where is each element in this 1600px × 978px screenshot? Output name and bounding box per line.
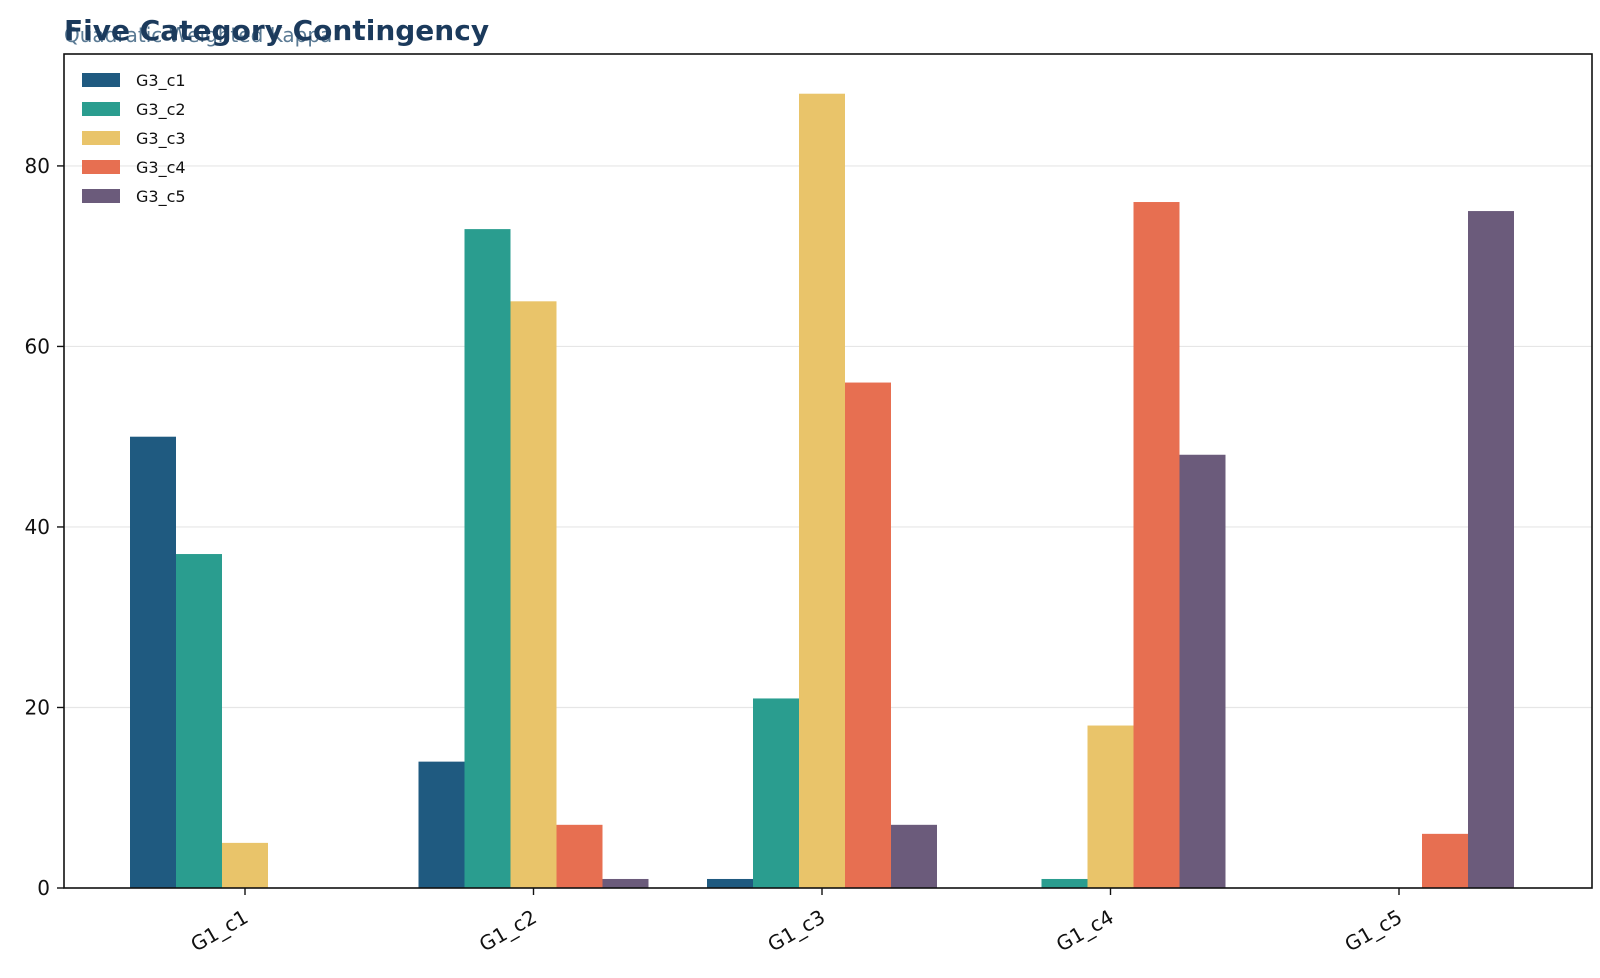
legend-label: G3_c1 — [136, 71, 186, 91]
x-tick-label: G1_c3 — [763, 905, 829, 957]
bar — [799, 93, 845, 888]
bar — [1087, 725, 1134, 888]
y-tick-label: 80 — [25, 154, 50, 178]
legend-swatch — [82, 189, 120, 203]
legend-swatch — [82, 131, 120, 145]
bar — [1133, 202, 1180, 888]
x-tick-label: G1_c4 — [1052, 905, 1118, 957]
x-axis: G1_c1 G1_c2 G1_c3 G1_c4 G1_c5 — [186, 888, 1406, 956]
bars — [130, 93, 1514, 889]
legend-swatch — [82, 160, 120, 174]
bar — [891, 824, 937, 888]
bar — [1179, 454, 1226, 888]
legend-swatch — [82, 102, 120, 116]
bar — [130, 436, 176, 888]
x-tick-label: G1_c5 — [1340, 905, 1406, 957]
bar — [707, 878, 753, 888]
bar — [1468, 211, 1514, 888]
x-tick-label: G1_c2 — [475, 905, 541, 957]
legend-label: G3_c5 — [136, 187, 186, 207]
legend-label: G3_c2 — [136, 100, 186, 120]
y-tick-label: 20 — [25, 695, 50, 719]
y-tick-label: 60 — [25, 334, 50, 358]
legend-swatch — [82, 73, 120, 87]
bar — [176, 554, 222, 888]
bar — [556, 824, 603, 888]
chart-subtitle: Quadratic Weighted Kappa — [64, 23, 332, 47]
legend-label: G3_c3 — [136, 129, 186, 149]
bar — [1422, 833, 1468, 888]
bar — [222, 842, 268, 888]
bar — [753, 698, 799, 888]
x-tick-label: G1_c1 — [186, 905, 252, 957]
chart-title: Five Category Contingency — [64, 14, 489, 47]
bar — [464, 229, 511, 889]
bar — [1041, 878, 1088, 888]
bar — [510, 301, 557, 889]
plot-frame — [63, 53, 1593, 889]
bar — [845, 382, 891, 888]
y-tick-label: 0 — [37, 876, 50, 900]
legend-label: G3_c4 — [136, 158, 186, 178]
bar — [602, 878, 649, 888]
y-tick-label: 40 — [25, 515, 50, 539]
y-axis: 0 20 40 60 80 — [25, 154, 64, 900]
bar — [418, 761, 465, 888]
legend: G3_c1 G3_c2 G3_c3 G3_c4 G3_c5 — [82, 71, 186, 207]
